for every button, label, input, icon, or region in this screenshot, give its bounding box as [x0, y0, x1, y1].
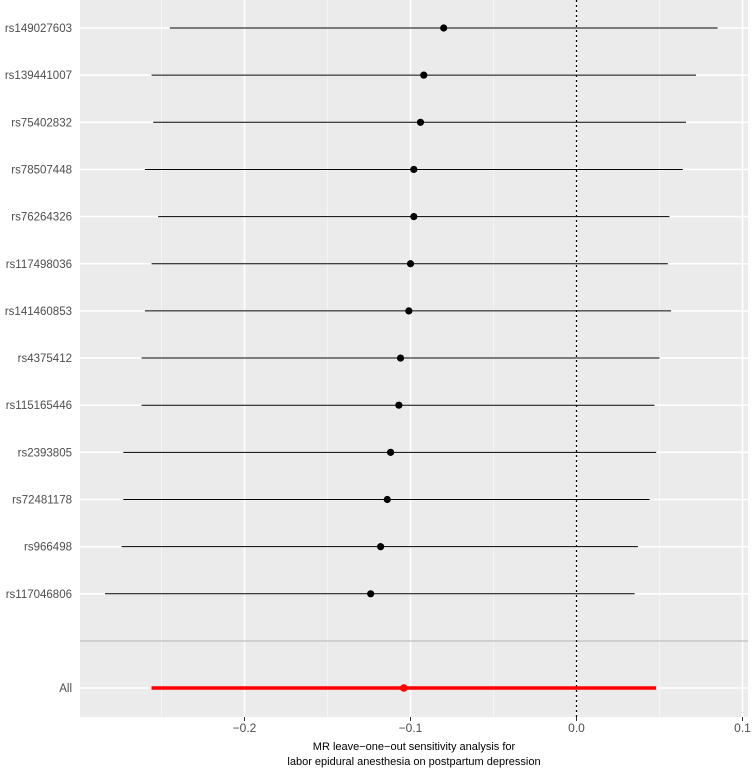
estimate-point — [406, 260, 415, 268]
snp-label: rs78507448 — [11, 164, 72, 176]
snp-label: rs117498036 — [6, 259, 72, 271]
snp-label: rs4375412 — [18, 353, 72, 365]
point-estimates — [367, 24, 448, 692]
snp-label: rs115165446 — [6, 400, 72, 412]
estimate-point — [396, 354, 405, 362]
snp-label: rs2393805 — [18, 447, 72, 459]
snp-label: rs75402832 — [11, 117, 72, 129]
x-tick-label: −0.1 — [399, 721, 423, 735]
snp-label: rs141460853 — [5, 306, 72, 318]
x-tick-label: −0.2 — [233, 721, 257, 735]
snp-labels: rs149027603 rs139441007 rs75402832 rs785074… — [5, 23, 72, 695]
estimate-point — [420, 71, 428, 79]
estimate-point — [440, 24, 448, 32]
x-axis-title-line-1: MR leave−one−out sensitivity analysis fo… — [313, 741, 516, 753]
estimate-point — [410, 165, 418, 174]
snp-label: rs149027603 — [5, 23, 72, 35]
x-tick-label: 0.0 — [568, 721, 585, 735]
overall-estimate-point — [400, 684, 408, 692]
estimate-point — [383, 495, 391, 504]
snp-label: rs117046806 — [6, 589, 72, 601]
snp-label: rs966498 — [24, 542, 72, 554]
estimate-point — [416, 118, 425, 126]
snp-label: rs72481178 — [12, 495, 72, 507]
x-axis-ticks: −0.2 −0.1 0.0 0.1 — [233, 717, 751, 735]
estimate-point — [367, 590, 375, 598]
estimate-point — [395, 401, 403, 409]
overall-label: All — [59, 683, 72, 695]
estimate-point — [386, 448, 395, 456]
estimate-point — [405, 307, 413, 315]
snp-label: rs139441007 — [5, 70, 72, 82]
x-axis-title-line-2: labor epidural anesthesia on postpartum … — [287, 756, 540, 768]
estimate-point — [377, 543, 385, 551]
estimate-point — [410, 213, 418, 221]
snp-label: rs76264326 — [11, 212, 72, 224]
x-tick-label: 0.1 — [734, 721, 751, 735]
